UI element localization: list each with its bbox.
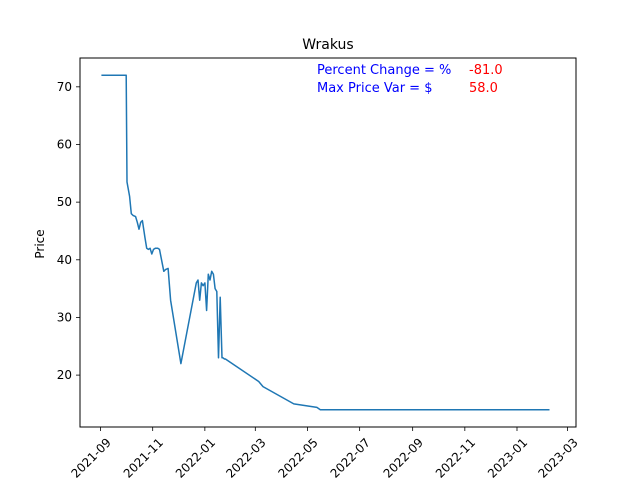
y-tick-label: 30	[57, 310, 72, 324]
plot-frame	[79, 57, 577, 428]
max-price-var-label: Max Price Var = $	[317, 81, 432, 96]
percent-change-label: Percent Change = %	[317, 63, 451, 78]
plot-data	[101, 74, 550, 411]
y-tick-label: 20	[57, 368, 72, 382]
max-price-var-value: 58.0	[469, 81, 498, 96]
y-axis-label: Price	[33, 229, 47, 258]
series-line-0	[101, 74, 550, 411]
y-tick-label: 40	[57, 253, 72, 267]
chart-title: Wrakus	[302, 37, 353, 53]
y-tick-label: 50	[57, 195, 72, 209]
y-tick-label: 60	[57, 137, 72, 151]
y-tick-label: 70	[57, 80, 72, 94]
percent-change-value: -81.0	[469, 63, 503, 78]
